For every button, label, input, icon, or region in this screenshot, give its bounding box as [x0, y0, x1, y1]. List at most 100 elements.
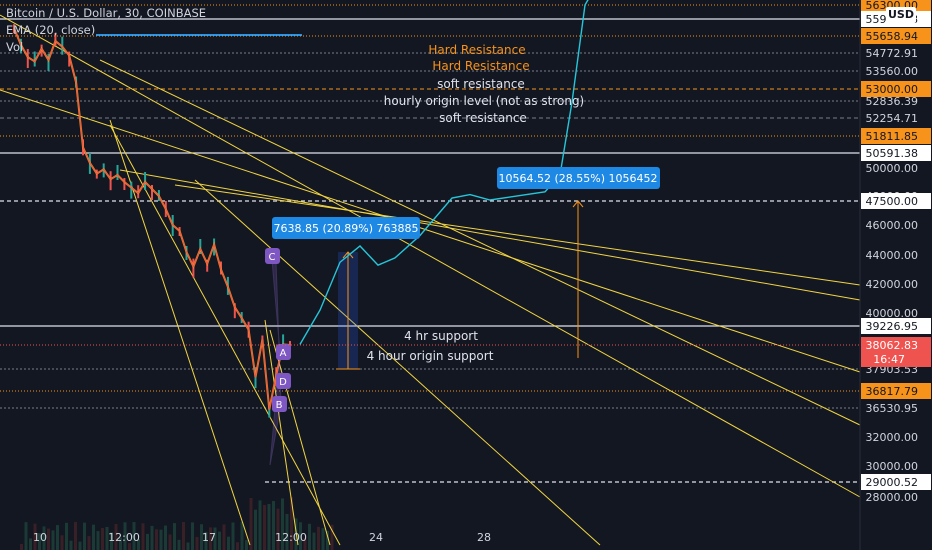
y-tick-label: 50000.00 [866, 162, 919, 175]
price-badge [861, 193, 931, 209]
x-tick-label: 10 [33, 531, 47, 544]
price-badge-label: 53000.00 [866, 83, 919, 96]
volume-bar [290, 497, 293, 550]
volume-bar [56, 525, 59, 550]
y-tick-label: 32000.00 [866, 431, 919, 444]
trend-fan-line [109, 124, 341, 546]
level-label: 4 hr support [404, 329, 478, 343]
volume-bar [204, 531, 208, 550]
price-badge [861, 383, 931, 399]
volume-bar [177, 539, 181, 550]
y-tick-label: 28000.00 [866, 491, 919, 504]
x-tick-label: 12:00 [275, 531, 307, 544]
currency-badge[interactable]: USD [886, 7, 916, 23]
volume-bar [146, 533, 149, 550]
volume-bar [92, 524, 95, 550]
volume-bar [155, 529, 158, 550]
level-label: Hard Resistance [428, 43, 525, 57]
trend-fan-line [119, 169, 861, 301]
x-tick-label: 28 [477, 531, 491, 544]
volume-bar [78, 541, 82, 550]
volume-bar [33, 523, 37, 550]
volume-bar [276, 508, 280, 550]
ema-indicator-label[interactable]: EMA (20, close) [6, 23, 96, 37]
level-label: soft resistance [437, 77, 525, 91]
volume-bar [114, 523, 118, 550]
volume-bar [159, 529, 163, 550]
pattern-point-b [272, 396, 287, 412]
countdown-label: 16:47 [873, 353, 905, 366]
volume-bar [128, 543, 131, 550]
measure-label-2: 10564.52 (28.55%) 1056452 [499, 172, 658, 185]
y-tick-label: 42000.00 [866, 278, 919, 291]
measure-label-1: 7638.85 (20.89%) 763885 [274, 222, 419, 235]
price-badge [861, 28, 931, 44]
volume-bar [96, 531, 100, 550]
trend-fan-line [109, 119, 251, 546]
volume-bar [150, 525, 154, 550]
price-badge-label: 53560.00 [866, 65, 919, 78]
volume-bar [182, 522, 185, 550]
volume-bar [24, 522, 28, 550]
y-tick-label: 30000.00 [866, 460, 919, 473]
pattern-point-d [276, 373, 291, 389]
trend-fan-line [99, 59, 861, 426]
level-label: 4 hour origin support [367, 349, 494, 363]
price-line [13, 28, 291, 410]
price-badge-label: 52254.71 [866, 112, 919, 125]
volume-bar [29, 538, 32, 550]
pattern-label-a: A [280, 348, 287, 359]
trend-fan-line [174, 184, 861, 286]
volume-bar [222, 524, 226, 550]
volume-bar [213, 527, 217, 550]
price-badge [861, 81, 931, 97]
trend-fan-line [264, 319, 299, 546]
volume-bar [258, 500, 262, 550]
volume-bar [47, 528, 50, 550]
price-badge [861, 145, 931, 161]
measure-arrow-head-1 [342, 251, 354, 259]
volume-bar [186, 542, 190, 550]
current-price-badge [861, 337, 931, 367]
price-badge-label: 55658.94 [866, 30, 919, 43]
volume-bar [132, 522, 136, 550]
price-badge [861, 318, 931, 334]
price-badge-label: 29000.52 [866, 476, 919, 489]
volume-bar [317, 526, 320, 550]
volume-bar [65, 522, 68, 550]
volume-bar [249, 498, 253, 550]
volume-bar [51, 530, 55, 550]
y-tick-label: 46000.00 [866, 219, 919, 232]
volume-bar [245, 540, 248, 550]
x-tick-label: 12:00 [108, 531, 140, 544]
pattern-point-a [276, 344, 291, 360]
price-badge-label: 36530.95 [866, 402, 919, 415]
trend-fan-line [194, 179, 601, 546]
price-badge-label: 50591.38 [866, 147, 919, 160]
volume-bar [168, 534, 172, 550]
pattern-label-c: C [269, 252, 276, 263]
volume-bar [272, 501, 275, 550]
volume-bar [87, 536, 91, 550]
volume-bar [119, 537, 122, 550]
chart-title: Bitcoin / U.S. Dollar, 30, COINBASE [6, 6, 207, 20]
volume-bar [227, 536, 230, 550]
volume-bar [20, 544, 23, 550]
volume-bar [326, 530, 329, 550]
y-tick-label: 40000.00 [866, 307, 919, 320]
volume-bar [299, 522, 302, 550]
volume-bar [69, 540, 73, 550]
measure-label-box-2 [497, 167, 660, 189]
volume-bar [191, 522, 194, 550]
volume-bar [240, 522, 244, 550]
volume-indicator-label[interactable]: Vol [6, 40, 24, 54]
volume-bar [209, 527, 212, 550]
price-badge-label: 47500.00 [866, 195, 919, 208]
volume-bar [267, 504, 271, 550]
level-label: soft resistance [439, 111, 527, 125]
price-badge-label: 51811.85 [866, 130, 919, 143]
volume-bar [263, 504, 266, 550]
current-price-label: 38062.83 [866, 339, 919, 352]
